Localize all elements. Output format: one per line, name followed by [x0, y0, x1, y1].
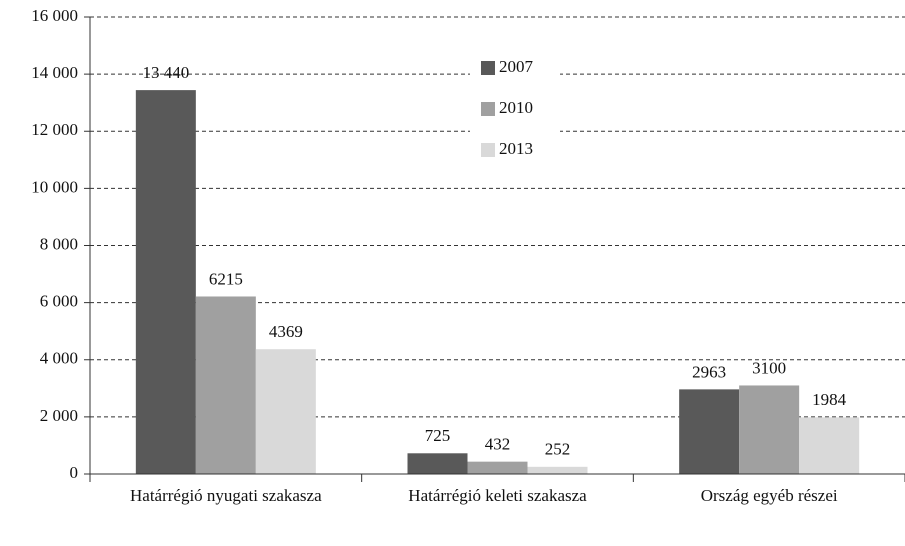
legend-swatch	[481, 102, 495, 116]
data-label: 4369	[269, 322, 303, 341]
data-label: 6215	[209, 269, 243, 288]
y-tick-label: 0	[70, 463, 79, 482]
y-tick-label: 12 000	[31, 120, 78, 139]
bar	[467, 461, 528, 474]
bar	[195, 296, 256, 474]
x-tick-label: Ország egyéb részei	[700, 486, 838, 505]
legend-swatch	[481, 61, 495, 75]
bar	[739, 385, 800, 474]
data-label: 252	[545, 440, 571, 459]
y-tick-label: 8 000	[40, 234, 78, 253]
data-label: 432	[485, 435, 511, 454]
legend-label: 2013	[499, 139, 533, 158]
y-tick-label: 4 000	[40, 349, 78, 368]
y-tick-label: 10 000	[31, 177, 78, 196]
bar	[255, 349, 316, 474]
data-label: 3100	[752, 358, 786, 377]
bar	[135, 90, 196, 475]
data-label: 725	[425, 426, 451, 445]
bar	[527, 466, 588, 474]
legend-label: 2010	[499, 98, 533, 117]
y-tick-label: 2 000	[40, 406, 78, 425]
x-tick-label: Határrégió nyugati szakasza	[130, 486, 322, 505]
data-label: 13 440	[142, 63, 189, 82]
legend-swatch	[481, 143, 495, 157]
x-tick-label: Határrégió keleti szakasza	[408, 486, 587, 505]
y-tick-label: 14 000	[31, 63, 78, 82]
data-label: 2963	[692, 362, 726, 381]
bar	[407, 453, 468, 474]
bar	[799, 417, 860, 474]
y-tick-label: 6 000	[40, 292, 78, 311]
legend-label: 2007	[499, 57, 534, 76]
bar	[679, 389, 740, 474]
y-tick-label: 16 000	[31, 6, 78, 25]
data-label: 1984	[812, 390, 847, 409]
